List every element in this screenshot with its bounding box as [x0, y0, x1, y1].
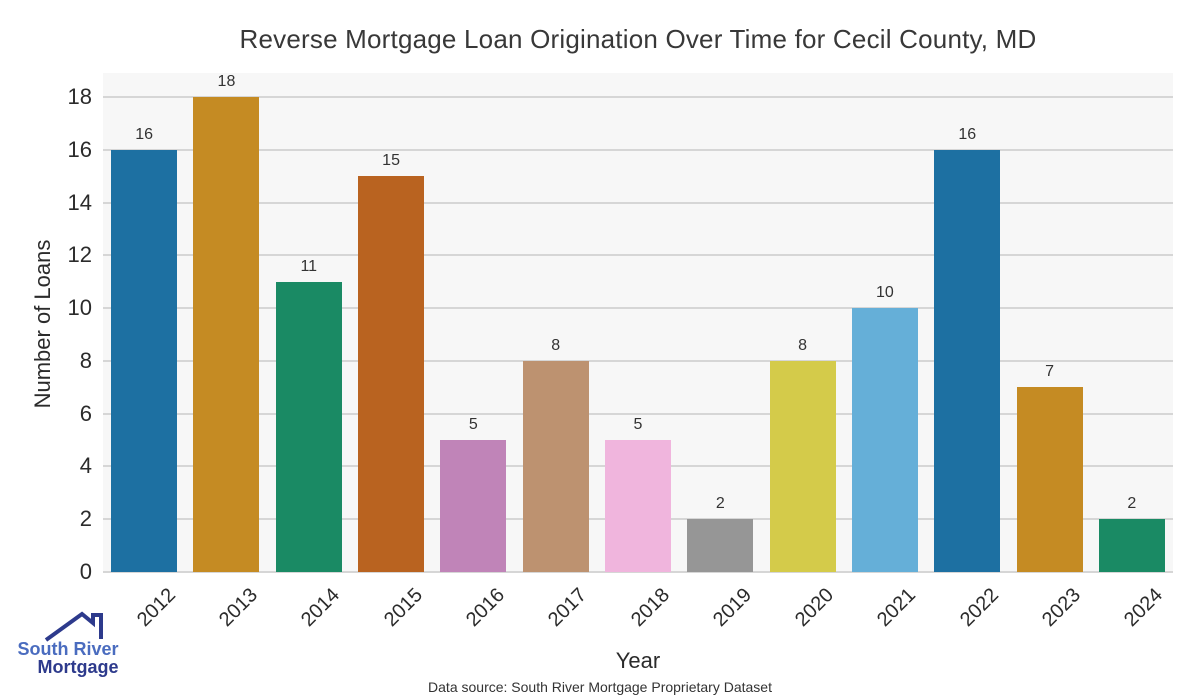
x-tick-label: 2016	[461, 584, 509, 632]
bar-value-label: 7	[1045, 363, 1054, 381]
bar-2024	[1098, 519, 1165, 572]
y-tick-label: 14	[67, 189, 92, 215]
gridline-y-10	[103, 307, 1173, 310]
bar-value-label: 10	[876, 284, 894, 302]
bar-2022	[934, 149, 1001, 572]
south-river-mortgage-logo: South River Mortgage	[12, 610, 124, 677]
gridline-y-18	[103, 96, 1173, 98]
y-tick-label: 4	[79, 453, 92, 479]
bar-2014	[275, 281, 342, 572]
y-tick-label: 18	[67, 84, 92, 109]
bar-2013	[193, 97, 260, 572]
logo-text-mortgage: Mortgage	[37, 657, 119, 677]
x-tick-label: 2017	[544, 584, 592, 632]
bar-2017	[522, 360, 589, 572]
chart-title: Reverse Mortgage Loan Origination Over T…	[239, 24, 1037, 54]
bar-value-label: 2	[715, 495, 725, 513]
logo-text-south-river: South River	[17, 639, 119, 659]
bar-value-label: 15	[382, 152, 400, 170]
x-tick-label: 2023	[1038, 584, 1086, 632]
bar-2016	[440, 440, 507, 572]
x-tick-label: 2014	[297, 584, 345, 632]
x-tick-label: 2020	[791, 584, 839, 632]
gridline-y-8	[103, 359, 1173, 362]
x-tick-label: 2024	[1120, 584, 1168, 632]
house-roof-icon	[44, 611, 103, 642]
bar-2023	[1016, 387, 1083, 572]
bar-2020	[769, 360, 836, 572]
x-tick-label: 2013	[214, 584, 263, 632]
y-tick-label: 12	[67, 242, 92, 268]
gridline-y-0	[103, 571, 1173, 573]
bar-value-label: 5	[633, 416, 643, 434]
y-tick-label: 2	[79, 506, 92, 532]
gridline-y-6	[103, 412, 1173, 415]
bar-value-label: 5	[468, 416, 478, 434]
bar-value-label: 18	[217, 73, 236, 90]
data-source-note: Data source: South River Mortgage Propri…	[428, 679, 772, 695]
x-tick-label: 2022	[955, 584, 1003, 632]
gridline-y-16	[103, 148, 1173, 151]
gridline-y-14	[103, 201, 1173, 204]
bar-2021	[851, 308, 918, 572]
bar-2015	[358, 176, 425, 572]
gridline-y-12	[103, 254, 1173, 257]
bar-value-label: 8	[798, 336, 808, 354]
x-tick-label: 2019	[708, 584, 756, 632]
bar-value-label: 16	[958, 125, 977, 143]
y-tick-label: 8	[79, 347, 92, 373]
y-tick-label: 0	[79, 559, 92, 584]
y-tick-label: 16	[67, 136, 92, 162]
bar-value-label: 2	[1127, 495, 1137, 513]
y-tick-label: 6	[79, 400, 92, 426]
x-axis-title: Year	[615, 648, 661, 673]
bar-2012	[111, 149, 178, 572]
bar-2018	[605, 440, 671, 572]
x-tick-label: 2015	[379, 584, 427, 632]
y-tick-label: 10	[67, 295, 92, 321]
x-tick-label: 2012	[132, 584, 180, 632]
x-tick-label: 2021	[873, 584, 921, 632]
bar-value-label: 11	[300, 257, 318, 275]
x-tick-label: 2018	[626, 584, 674, 632]
bar-value-label: 8	[551, 336, 561, 354]
plot-area: 16 18 11 15 5 8 5 2 8 10 16 7 2	[103, 73, 1173, 573]
bar-value-label: 16	[135, 125, 154, 143]
bar-2019	[687, 519, 754, 572]
